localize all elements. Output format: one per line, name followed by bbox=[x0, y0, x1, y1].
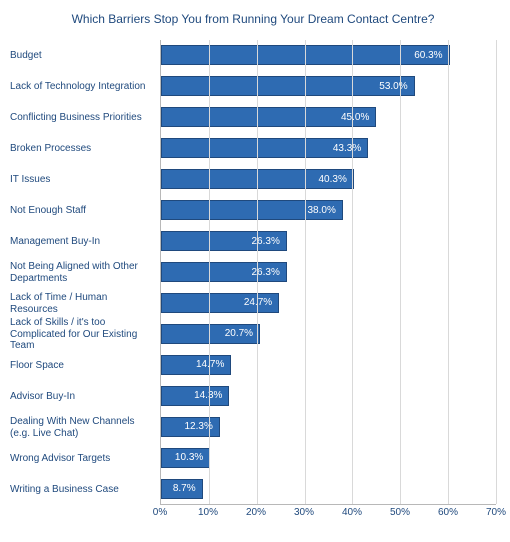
bar-row: 26.3% bbox=[161, 257, 496, 288]
bar-row: 43.3% bbox=[161, 133, 496, 164]
bar-row: 45.0% bbox=[161, 102, 496, 133]
gridline bbox=[400, 40, 401, 504]
bar-value-label: 14.7% bbox=[196, 359, 230, 370]
bar-value-label: 45.0% bbox=[341, 112, 375, 123]
bar-row: 24.7% bbox=[161, 288, 496, 319]
bar-value-label: 12.3% bbox=[185, 421, 219, 432]
bar: 14.7% bbox=[161, 355, 231, 375]
y-axis-label: Broken Processes bbox=[10, 133, 160, 164]
bar: 14.3% bbox=[161, 386, 229, 406]
bar-row: 14.7% bbox=[161, 349, 496, 380]
x-axis-tick: 50% bbox=[390, 507, 410, 518]
y-axis-label: Dealing With New Channels (e.g. Live Cha… bbox=[10, 412, 160, 443]
bar-value-label: 10.3% bbox=[175, 452, 209, 463]
bars-stack: 60.3% 53.0% 45.0% 43.3% 40.3% 38.0% 26.3% 26.3%… bbox=[161, 40, 496, 504]
bar: 8.7% bbox=[161, 479, 203, 499]
chart-title: Which Barriers Stop You from Running You… bbox=[10, 12, 496, 26]
bar: 38.0% bbox=[161, 200, 343, 220]
bar: 24.7% bbox=[161, 293, 279, 313]
gridline bbox=[209, 40, 210, 504]
y-axis-label: Not Being Aligned with Other Departments bbox=[10, 257, 160, 288]
bars-region: 60.3% 53.0% 45.0% 43.3% 40.3% 38.0% 26.3% 26.3%… bbox=[160, 40, 496, 505]
bar: 26.3% bbox=[161, 231, 287, 251]
bar-value-label: 53.0% bbox=[379, 81, 413, 92]
bar-value-label: 43.3% bbox=[333, 143, 367, 154]
bar-value-label: 38.0% bbox=[307, 205, 341, 216]
bar-row: 38.0% bbox=[161, 195, 496, 226]
bar: 20.7% bbox=[161, 324, 260, 344]
chart-container: Which Barriers Stop You from Running You… bbox=[0, 0, 510, 542]
y-axis-label: Lack of Time / Human Resources bbox=[10, 288, 160, 319]
bar-row: 14.3% bbox=[161, 380, 496, 411]
bar-value-label: 8.7% bbox=[173, 483, 202, 494]
bar-row: 53.0% bbox=[161, 71, 496, 102]
x-axis-tick: 20% bbox=[246, 507, 266, 518]
bar-row: 20.7% bbox=[161, 318, 496, 349]
x-axis-tick: 70% bbox=[486, 507, 506, 518]
bar: 10.3% bbox=[161, 448, 210, 468]
bar: 12.3% bbox=[161, 417, 220, 437]
y-axis-label: Floor Space bbox=[10, 350, 160, 381]
x-axis-tick: 40% bbox=[342, 507, 362, 518]
y-axis-label: Lack of Technology Integration bbox=[10, 71, 160, 102]
bar: 45.0% bbox=[161, 107, 376, 127]
bar-value-label: 14.3% bbox=[194, 390, 228, 401]
y-axis-labels: BudgetLack of Technology IntegrationConf… bbox=[10, 40, 160, 505]
bar-row: 8.7% bbox=[161, 473, 496, 504]
bar-value-label: 24.7% bbox=[244, 297, 278, 308]
x-axis-tick: 10% bbox=[198, 507, 218, 518]
y-axis-label: Lack of Skills / it's too Complicated fo… bbox=[10, 319, 160, 350]
bar-value-label: 40.3% bbox=[319, 174, 353, 185]
y-axis-label: Conflicting Business Priorities bbox=[10, 102, 160, 133]
x-axis-tick: 60% bbox=[438, 507, 458, 518]
y-axis-label: Management Buy-In bbox=[10, 226, 160, 257]
bar: 53.0% bbox=[161, 76, 415, 96]
x-axis: 0%10%20%30%40%50%60%70% bbox=[160, 505, 496, 523]
y-axis-label: Writing a Business Case bbox=[10, 474, 160, 505]
x-axis-tick: 0% bbox=[153, 507, 167, 518]
gridline bbox=[448, 40, 449, 504]
bar-value-label: 60.3% bbox=[414, 50, 448, 61]
y-axis-label: IT Issues bbox=[10, 164, 160, 195]
bar-value-label: 20.7% bbox=[225, 328, 259, 339]
bar-row: 60.3% bbox=[161, 40, 496, 71]
bar-row: 12.3% bbox=[161, 411, 496, 442]
gridline bbox=[257, 40, 258, 504]
gridline bbox=[496, 40, 497, 504]
bar: 26.3% bbox=[161, 262, 287, 282]
bar-row: 10.3% bbox=[161, 442, 496, 473]
y-axis-label: Not Enough Staff bbox=[10, 195, 160, 226]
bar-row: 26.3% bbox=[161, 226, 496, 257]
gridline bbox=[352, 40, 353, 504]
x-axis-tick: 30% bbox=[294, 507, 314, 518]
bar-row: 40.3% bbox=[161, 164, 496, 195]
plot-area: BudgetLack of Technology IntegrationConf… bbox=[10, 40, 496, 505]
y-axis-label: Advisor Buy-In bbox=[10, 381, 160, 412]
y-axis-label: Wrong Advisor Targets bbox=[10, 443, 160, 474]
y-axis-label: Budget bbox=[10, 40, 160, 71]
bar: 43.3% bbox=[161, 138, 368, 158]
gridline bbox=[305, 40, 306, 504]
